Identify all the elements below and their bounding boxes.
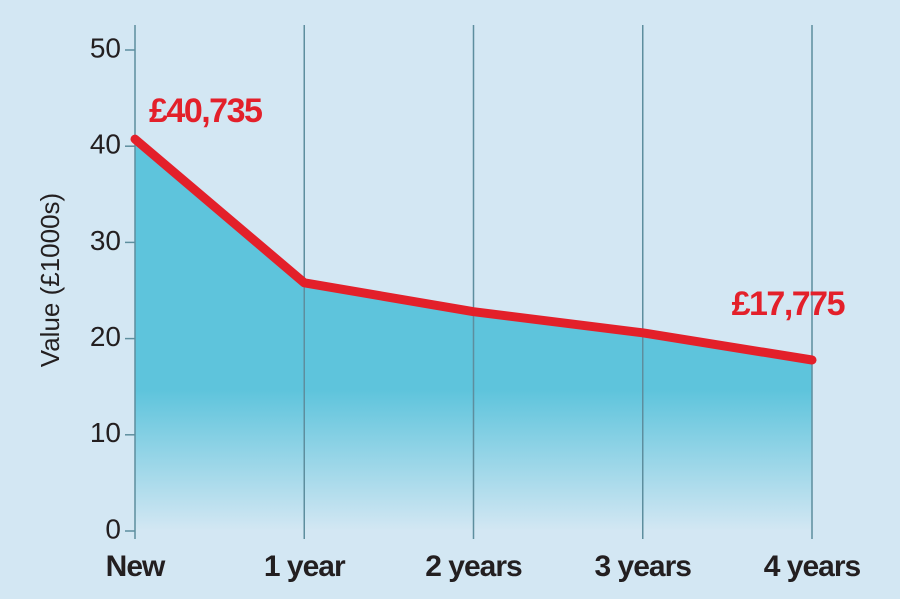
y-tick-label: 50 [90,32,121,63]
value-label: £17,775 [732,285,845,323]
y-tick-label: 30 [90,225,121,256]
y-tick-label: 0 [105,513,121,544]
x-tick-label: 2 years [425,550,522,583]
y-tick-label: 40 [90,129,121,160]
value-label: £40,735 [149,92,262,130]
y-axis-label: Value (£1000s) [35,193,65,367]
x-tick-label: 1 year [264,550,346,583]
y-tick-label: 20 [90,321,121,352]
y-tick-label: 10 [90,417,121,448]
line [130,134,817,365]
x-tick-label: 4 years [764,550,861,583]
x-tick-label: 3 years [595,550,692,583]
x-tick-label: New [106,550,166,583]
